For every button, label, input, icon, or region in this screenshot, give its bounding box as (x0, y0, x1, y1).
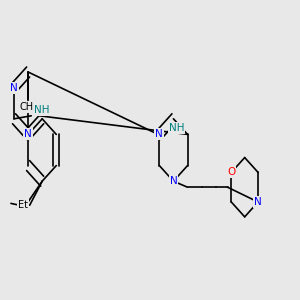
Text: N: N (155, 129, 163, 140)
Text: CH₃: CH₃ (19, 102, 37, 112)
Text: Et: Et (18, 200, 28, 210)
Text: NH: NH (169, 123, 184, 134)
Text: N: N (169, 176, 177, 186)
Text: N: N (10, 82, 18, 93)
Text: N: N (24, 129, 32, 140)
Text: N: N (254, 197, 262, 207)
Text: NH: NH (34, 105, 50, 115)
Text: O: O (227, 167, 236, 177)
